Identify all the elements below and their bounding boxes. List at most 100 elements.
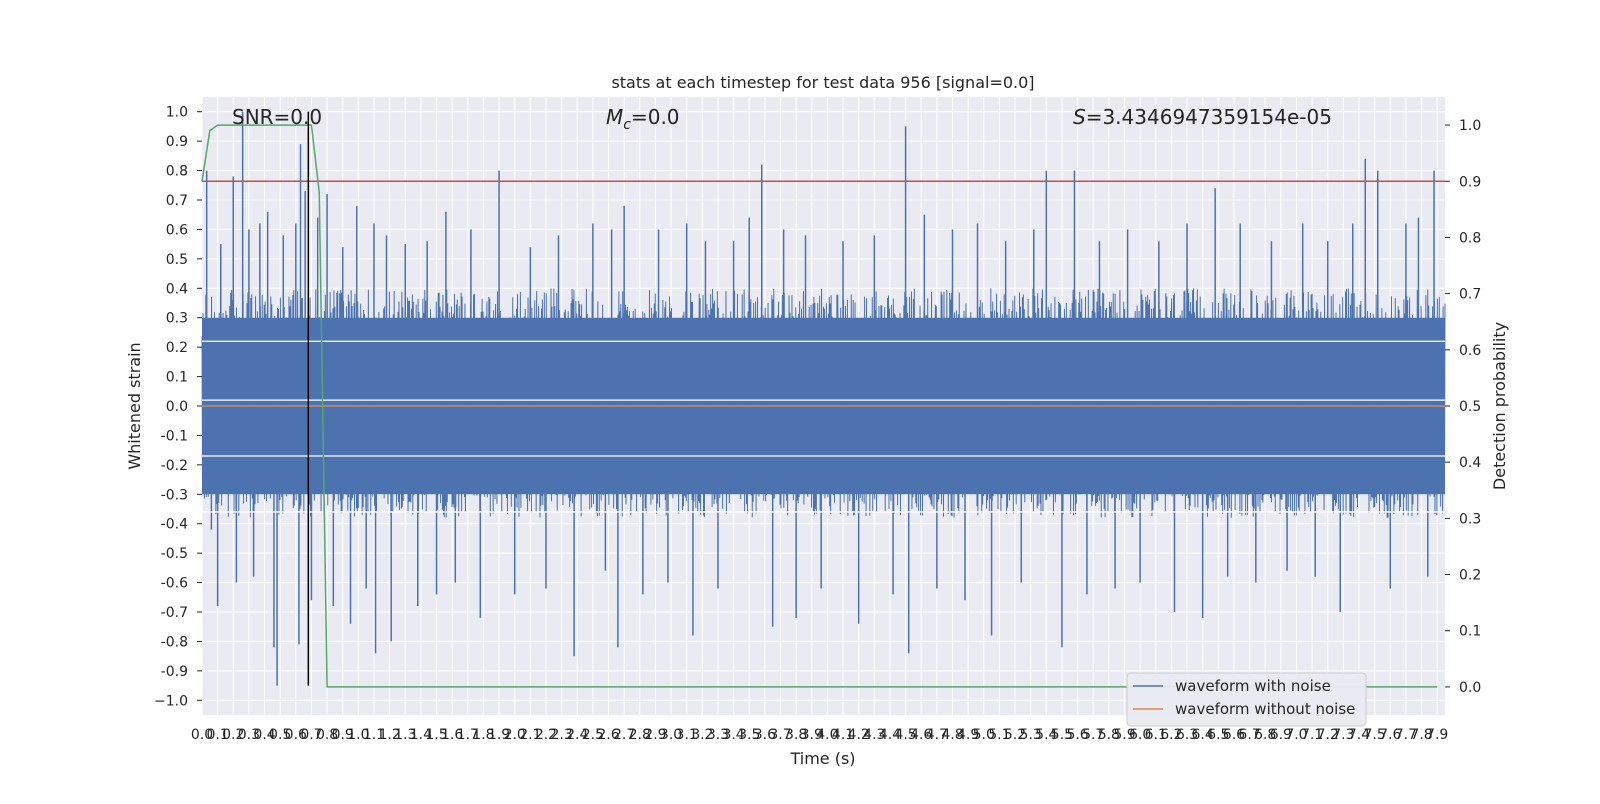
- x-tick-label: 3.9: [801, 727, 823, 743]
- y-tick-label: 0.8: [166, 164, 188, 180]
- x-tick-label: 3.7: [769, 727, 791, 743]
- x-tick-label: 3.5: [738, 727, 760, 743]
- x-tick-label: 3.2: [691, 727, 713, 743]
- x-tick-label: 4.3: [863, 727, 885, 743]
- x-tick-label: 1.3: [394, 727, 416, 743]
- x-tick-label: 6.2: [1160, 727, 1182, 743]
- x-tick-label: 0.1: [207, 727, 229, 743]
- y-axis-label: Whitened strain: [125, 342, 144, 469]
- x-tick-label: 5.7: [1082, 727, 1104, 743]
- chirp-mass-value: =0.0: [631, 105, 680, 129]
- x-tick-label: 5.0: [973, 727, 995, 743]
- series-layer: [201, 111, 1446, 688]
- x-tick-label: 6.4: [1192, 727, 1214, 743]
- x-tick-label: 4.5: [894, 727, 916, 743]
- x-tick-label: 3.0: [660, 727, 682, 743]
- y-tick-label: −1.0: [154, 693, 188, 709]
- y-right-tick-label: 1.0: [1459, 118, 1481, 134]
- y-tick-label: -0.9: [161, 664, 188, 680]
- x-tick-label: 7.4: [1348, 727, 1370, 743]
- y-tick-label: 0.3: [166, 311, 188, 327]
- y-right-tick-label: 0.5: [1459, 399, 1481, 415]
- x-tick-label: 1.7: [457, 727, 479, 743]
- x-tick-label: 2.7: [613, 727, 635, 743]
- x-tick-label: 4.8: [941, 727, 963, 743]
- x-tick-label: 7.1: [1301, 727, 1323, 743]
- x-tick-label: 5.5: [1051, 727, 1073, 743]
- x-tick-label: 7.0: [1285, 727, 1307, 743]
- y-tick-label: 0.0: [166, 399, 188, 415]
- x-tick-label: 1.0: [347, 727, 369, 743]
- x-tick-label: 2.9: [644, 727, 666, 743]
- x-tick-label: 0.0: [191, 727, 213, 743]
- x-tick-label: 6.3: [1176, 727, 1198, 743]
- y-tick-label: 0.9: [166, 134, 188, 150]
- x-tick-label: 1.2: [378, 727, 400, 743]
- x-tick-label: 5.4: [1035, 727, 1057, 743]
- snr-annotation: SNR=0.0: [232, 105, 322, 129]
- x-tick-label: 0.8: [316, 727, 338, 743]
- x-tick-label: 7.6: [1379, 727, 1401, 743]
- y-right-tick-label: 0.8: [1459, 230, 1481, 246]
- y-tick-label: -0.4: [161, 517, 188, 533]
- x-tick-label: 5.6: [1066, 727, 1088, 743]
- y-right-tick-label: 0.2: [1459, 568, 1481, 584]
- legend-box: [1126, 672, 1367, 727]
- x-tick-label: 3.3: [707, 727, 729, 743]
- x-tick-label: 7.5: [1364, 727, 1386, 743]
- x-tick-label: 0.4: [253, 727, 275, 743]
- x-tick-label: 4.9: [957, 727, 979, 743]
- y-tick-label: -0.8: [161, 634, 188, 650]
- chirp-mass-subscript: c: [623, 117, 631, 133]
- legend: waveform with noise waveform without noi…: [1126, 672, 1367, 727]
- detection-probability-line: [201, 124, 1438, 688]
- x-tick-label: 6.9: [1270, 727, 1292, 743]
- x-tick-label: 7.2: [1317, 727, 1339, 743]
- x-tick-label: 0.9: [332, 727, 354, 743]
- x-tick-label: 0.6: [285, 727, 307, 743]
- x-tick-label: 7.3: [1332, 727, 1354, 743]
- y-tick-label: 0.5: [166, 252, 188, 268]
- axes-layer: 1.00.90.80.70.60.50.40.30.20.10.0-0.1-0.…: [154, 105, 1481, 743]
- x-tick-label: 4.4: [879, 727, 901, 743]
- x-tick-label: 1.9: [488, 727, 510, 743]
- y-tick-label: -0.2: [161, 458, 188, 474]
- x-tick-label: 3.6: [754, 727, 776, 743]
- y-tick-label: 0.1: [166, 370, 188, 386]
- y-right-tick-label: 0.7: [1459, 287, 1481, 303]
- chirp-mass-annotation: Mc=0.0: [606, 105, 680, 133]
- y-right-tick-label: 0.4: [1459, 455, 1481, 471]
- x-tick-label: 2.8: [629, 727, 651, 743]
- x-tick-label: 5.3: [1020, 727, 1042, 743]
- x-tick-label: 4.7: [926, 727, 948, 743]
- x-tick-label: 1.6: [441, 727, 463, 743]
- x-axis-label: Time (s): [789, 749, 855, 768]
- x-tick-label: 6.0: [1129, 727, 1151, 743]
- y-tick-label: 0.6: [166, 222, 188, 238]
- x-tick-label: 0.5: [269, 727, 291, 743]
- y-right-tick-label: 0.3: [1459, 511, 1481, 527]
- y-tick-label: -0.3: [161, 487, 188, 503]
- y-tick-label: 0.2: [166, 340, 188, 356]
- s-value: =3.4346947359154e-05: [1086, 105, 1332, 129]
- x-tick-label: 2.1: [519, 727, 541, 743]
- y-tick-label: -0.1: [161, 428, 188, 444]
- x-tick-label: 3.1: [676, 727, 698, 743]
- y-tick-label: -0.7: [161, 605, 188, 621]
- x-tick-label: 2.3: [550, 727, 572, 743]
- x-tick-label: 2.6: [597, 727, 619, 743]
- y-tick-label: 0.7: [166, 193, 188, 209]
- x-tick-label: 1.1: [363, 727, 385, 743]
- x-tick-label: 3.8: [785, 727, 807, 743]
- x-tick-label: 1.8: [472, 727, 494, 743]
- x-tick-label: 4.0: [816, 727, 838, 743]
- x-tick-label: 0.2: [222, 727, 244, 743]
- s-annotation: S=3.4346947359154e-05: [1073, 105, 1332, 129]
- x-tick-label: 6.7: [1238, 727, 1260, 743]
- y-tick-label: -0.5: [161, 546, 188, 562]
- x-tick-label: 7.9: [1426, 727, 1448, 743]
- y-tick-label: 0.4: [166, 281, 188, 297]
- x-tick-label: 3.4: [722, 727, 744, 743]
- x-tick-label: 5.9: [1113, 727, 1135, 743]
